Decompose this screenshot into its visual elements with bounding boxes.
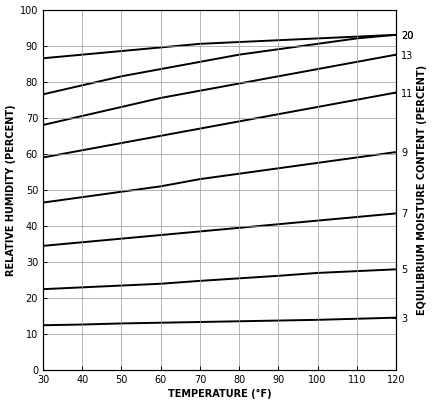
X-axis label: TEMPERATURE (°F): TEMPERATURE (°F) [168,389,271,399]
Y-axis label: EQUILIBRIUM MOISTURE CONTENT (PERCENT): EQUILIBRIUM MOISTURE CONTENT (PERCENT) [417,65,427,315]
Y-axis label: RELATIVE HUMIDITY (PERCENT): RELATIVE HUMIDITY (PERCENT) [6,104,16,276]
